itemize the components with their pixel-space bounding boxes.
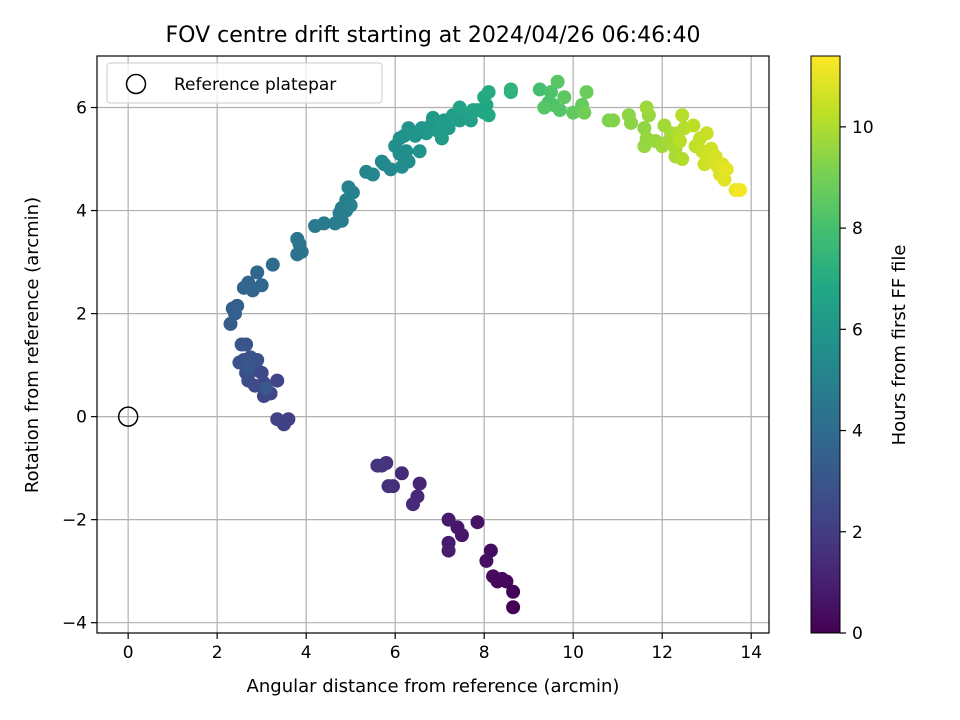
- data-point: [434, 131, 449, 146]
- grid: [97, 56, 769, 633]
- x-tick-label: 12: [651, 643, 673, 663]
- data-point: [552, 103, 567, 118]
- colorbar-tick-label: 0: [852, 624, 863, 644]
- points-layer: [223, 74, 748, 615]
- legend-entry: Reference platepar: [174, 75, 336, 95]
- data-point: [365, 167, 380, 182]
- data-point: [412, 144, 427, 159]
- y-tick-label: 4: [76, 202, 87, 222]
- data-point: [579, 85, 594, 100]
- data-point: [250, 265, 265, 280]
- data-point: [270, 412, 285, 427]
- data-point: [481, 85, 496, 100]
- data-point: [733, 182, 748, 197]
- x-axis-label: Angular distance from reference (arcmin): [247, 676, 620, 697]
- reference-point: [117, 406, 139, 427]
- y-tick-label: 6: [76, 99, 87, 119]
- y-axis-label: Rotation from reference (arcmin): [22, 197, 43, 493]
- data-point: [637, 139, 652, 154]
- y-tick-label: 0: [76, 408, 87, 428]
- x-tick-label: 8: [479, 643, 490, 663]
- data-point: [401, 154, 416, 169]
- data-point: [675, 152, 690, 167]
- legend-marker-icon: [125, 73, 147, 95]
- data-point: [241, 275, 256, 290]
- data-point: [316, 216, 331, 231]
- data-point: [557, 90, 572, 105]
- data-point: [577, 105, 592, 120]
- data-point: [532, 82, 547, 97]
- y-axis: −4 −2 0 2 4 6: [62, 99, 97, 634]
- data-point: [230, 298, 245, 313]
- y-tick-label: 2: [76, 305, 87, 325]
- data-point: [241, 360, 256, 375]
- y-tick-label: −2: [62, 511, 87, 531]
- data-point: [470, 515, 485, 530]
- data-point: [719, 162, 734, 177]
- data-point: [441, 543, 456, 558]
- data-point: [494, 571, 509, 586]
- colorbar-tick-label: 2: [852, 523, 863, 543]
- data-point: [374, 154, 389, 169]
- data-point: [621, 108, 636, 123]
- data-point: [441, 512, 456, 527]
- data-point: [381, 479, 396, 494]
- colorbar-gradient: [810, 55, 841, 634]
- colorbar-tick-label: 4: [852, 422, 863, 442]
- data-point: [503, 82, 518, 97]
- data-point: [374, 458, 389, 473]
- reference-marker: [117, 406, 139, 427]
- data-point: [405, 497, 420, 512]
- data-point: [686, 118, 701, 133]
- data-point: [441, 121, 456, 136]
- data-point: [290, 231, 305, 246]
- data-point: [699, 126, 714, 141]
- colorbar-tick-label: 6: [852, 320, 863, 340]
- legend-box: [106, 62, 383, 104]
- data-point: [343, 198, 358, 213]
- x-tick-label: 0: [123, 643, 134, 663]
- data-point: [259, 381, 274, 396]
- data-point: [537, 100, 552, 115]
- data-point: [506, 600, 521, 615]
- x-tick-label: 4: [301, 643, 312, 663]
- colorbar-ticks: 0 2 4 6 8 10: [840, 118, 874, 644]
- data-point: [606, 113, 621, 128]
- data-point: [270, 373, 285, 388]
- colorbar-tick-label: 10: [852, 118, 874, 138]
- data-point: [394, 466, 409, 481]
- data-point: [550, 74, 565, 89]
- colorbar: 0 2 4 6 8 10 Hours from first FF file: [810, 55, 910, 644]
- data-point: [479, 553, 494, 568]
- data-point: [672, 134, 687, 149]
- x-axis: 0 2 4 6 8 10 12 14: [123, 633, 762, 663]
- data-point: [543, 85, 558, 100]
- x-tick-label: 14: [740, 643, 762, 663]
- plot-frame: [96, 55, 770, 634]
- data-point: [345, 185, 360, 200]
- data-point: [639, 100, 654, 115]
- chart-title: FOV centre drift starting at 2024/04/26 …: [166, 23, 701, 48]
- x-tick-label: 6: [390, 643, 401, 663]
- x-tick-label: 2: [212, 643, 223, 663]
- x-tick-label: 10: [562, 643, 584, 663]
- data-point: [265, 257, 280, 272]
- data-point: [506, 584, 521, 599]
- data-point: [452, 100, 467, 115]
- data-point: [234, 337, 249, 352]
- data-point: [412, 476, 427, 491]
- y-tick-label: −4: [62, 614, 87, 634]
- data-point: [481, 108, 496, 123]
- legend: Reference platepar: [106, 62, 383, 104]
- colorbar-tick-label: 8: [852, 219, 863, 239]
- colorbar-label: Hours from first FF file: [889, 245, 910, 446]
- data-point: [254, 278, 269, 293]
- data-point: [426, 110, 440, 125]
- data-point: [675, 108, 690, 123]
